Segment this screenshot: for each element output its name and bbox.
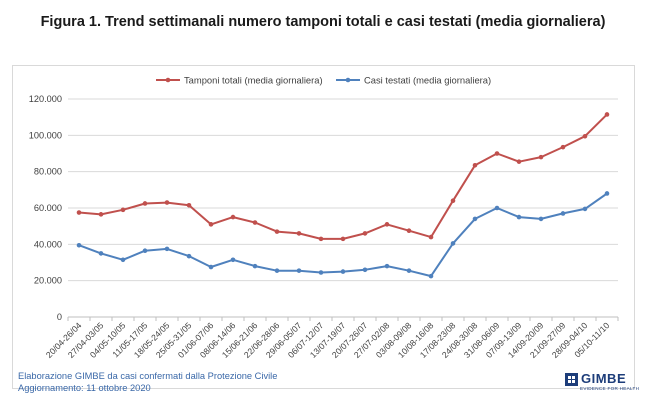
data-point-tamponi [428,234,434,240]
data-point-casi [208,264,214,270]
data-point-tamponi [362,231,368,236]
legend-label-tamponi: Tamponi totali (media giornaliera) [184,75,323,86]
data-point-casi [384,263,390,269]
legend-marker-tamponi [165,77,171,83]
data-point-casi [164,246,170,252]
data-point-tamponi [296,231,302,236]
data-point-tamponi [472,163,478,168]
data-point-casi [340,269,346,274]
data-point-casi [582,206,588,212]
logo-tagline: EVIDENCE FOR HEALTH [580,386,640,391]
y-tick-label: 120.000 [29,94,62,104]
data-point-casi [76,242,82,248]
data-point-casi [230,257,236,263]
update-date: Aggiornamento: 11 ottobre 2020 [18,383,151,393]
data-point-casi [538,216,544,222]
y-tick-label: 40.000 [34,239,62,249]
data-point-tamponi [384,222,390,227]
data-point-tamponi [142,201,148,206]
series-line-tamponi [78,113,608,240]
data-point-casi [516,214,522,220]
gimbe-logo-icon [565,373,578,386]
y-tick-label: 20.000 [34,276,62,286]
chart-footer: Elaborazione GIMBE da casi confermati da… [18,370,277,394]
data-point-casi [186,253,192,259]
data-point-casi [120,257,126,263]
series-line-casi [78,192,608,278]
legend-marker-casi [345,77,351,83]
y-tick-label: 80.000 [34,167,62,177]
data-point-tamponi [252,220,258,225]
data-point-tamponi [98,212,104,217]
source-note: Elaborazione GIMBE da casi confermati da… [18,371,278,381]
data-point-casi [252,263,258,269]
data-point-casi [296,268,302,273]
y-tick-label: 60.000 [34,203,62,213]
y-tick-label: 100.000 [29,130,62,140]
data-point-casi [450,241,456,246]
y-tick-label: 0 [57,312,62,322]
data-point-casi [274,268,280,273]
data-point-tamponi [318,236,324,242]
legend-label-casi: Casi testati (media giornaliera) [364,75,491,86]
data-point-tamponi [340,236,346,242]
data-point-casi [318,270,324,275]
data-point-tamponi [230,214,236,220]
page-title: Figura 1. Trend settimanali numero tampo… [40,14,606,30]
data-point-casi [494,205,500,211]
data-point-tamponi [76,210,82,215]
data-point-tamponi [208,222,214,227]
data-point-tamponi [582,133,588,139]
line-chart: 020.00040.00060.00080.000100.000120.0002… [29,75,619,360]
logo-name: GIMBE [581,371,627,386]
data-point-tamponi [494,151,500,156]
data-point-casi [428,273,434,279]
data-point-casi [362,267,368,273]
data-point-tamponi [516,159,522,164]
data-point-tamponi [120,207,126,213]
data-point-casi [98,251,104,256]
data-point-tamponi [406,228,412,234]
chart-frame: 0 20.000 40.000 60.000 80.000 100.000 120.000 2… [12,65,635,389]
data-point-tamponi [604,112,610,117]
data-point-casi [472,216,478,222]
data-point-tamponi [450,198,456,204]
data-point-tamponi [560,144,566,150]
data-point-casi [560,211,566,216]
data-point-tamponi [164,200,170,205]
data-point-casi [142,248,148,253]
data-point-tamponi [538,154,544,160]
data-point-tamponi [274,229,280,234]
data-point-tamponi [186,202,192,208]
data-point-casi [406,268,412,273]
data-point-casi [604,191,610,196]
